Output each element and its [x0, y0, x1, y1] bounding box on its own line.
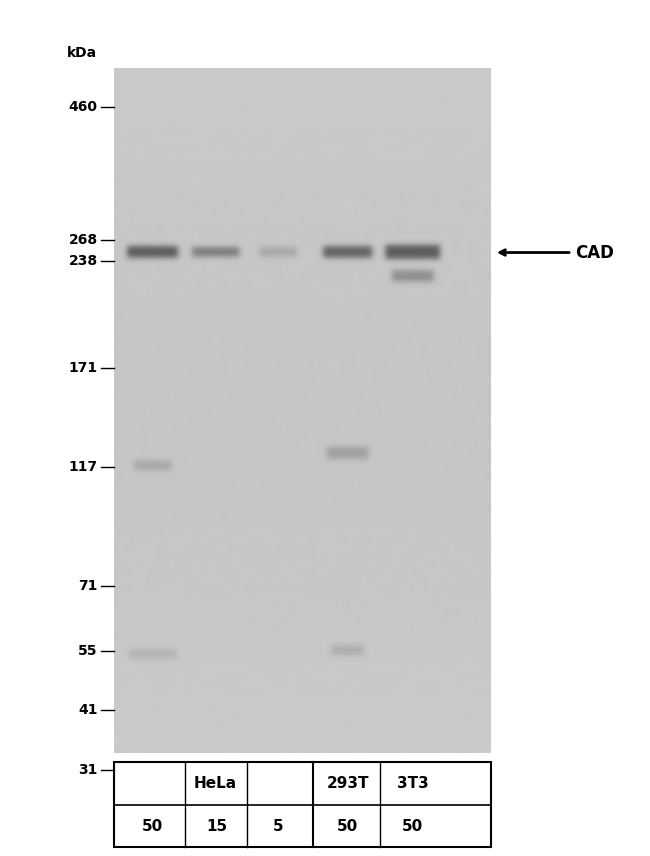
Bar	[114, 68, 491, 753]
Text: 50: 50	[337, 818, 358, 834]
Text: HeLa: HeLa	[194, 776, 237, 791]
Text: 31: 31	[78, 764, 98, 777]
Text: 3T3: 3T3	[397, 776, 428, 791]
Text: 5: 5	[273, 818, 283, 834]
Text: 41: 41	[78, 704, 98, 717]
Text: 460: 460	[68, 100, 98, 114]
Text: 293T: 293T	[326, 776, 369, 791]
Text: 268: 268	[68, 233, 98, 247]
Text: 50: 50	[402, 818, 423, 834]
Text: 55: 55	[78, 644, 98, 657]
Text: 15: 15	[206, 818, 227, 834]
Text: 50: 50	[142, 818, 163, 834]
Text: 238: 238	[68, 254, 98, 268]
Text: kDa: kDa	[68, 46, 98, 60]
Bar	[114, 762, 491, 847]
Text: 71: 71	[78, 580, 98, 593]
Text: 171: 171	[68, 361, 98, 375]
Text: 117: 117	[68, 460, 98, 473]
Text: CAD: CAD	[575, 243, 614, 262]
